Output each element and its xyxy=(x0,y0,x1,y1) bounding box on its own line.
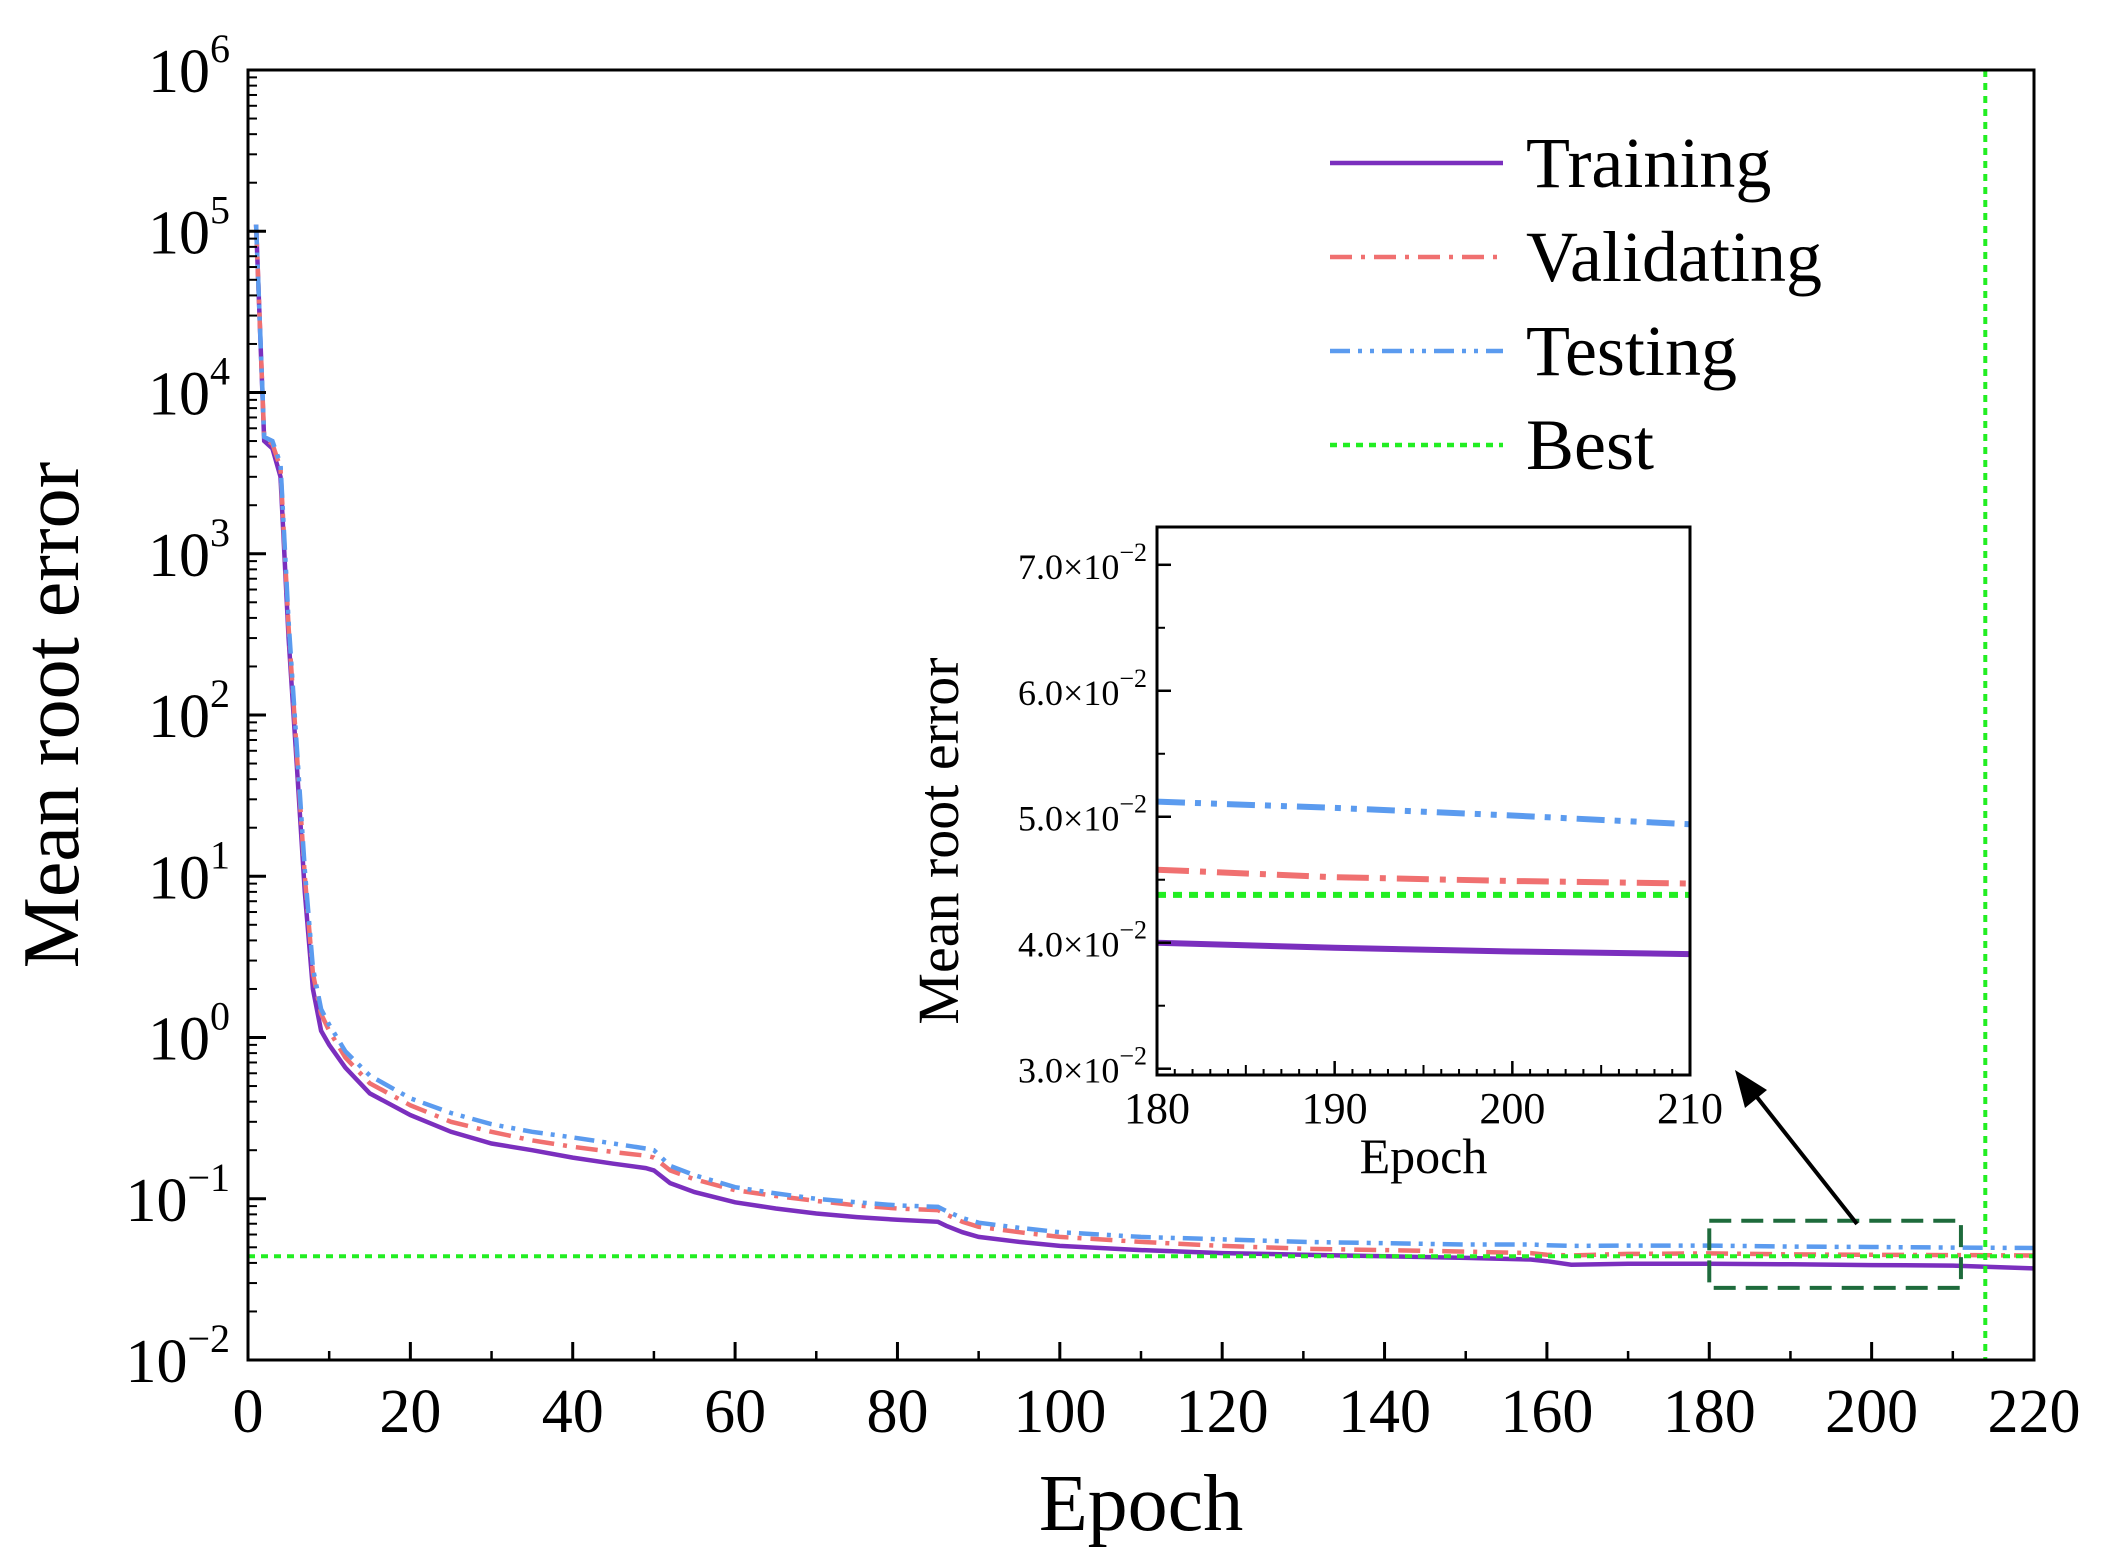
y-tick-label: 103 xyxy=(148,510,230,590)
inset-x-tick-label: 180 xyxy=(1124,1084,1190,1133)
inset-axes: 180 190 200 210 3.0×10−2 4.0×10−2 5.0×10−2 6.0×… xyxy=(906,525,1723,1184)
inset-x-axis-title: Epoch xyxy=(1360,1128,1488,1184)
x-tick-label: 20 xyxy=(379,1378,441,1446)
x-tick-label: 200 xyxy=(1825,1378,1918,1446)
series-line-testing xyxy=(253,224,2034,1251)
inset-series-line-validating xyxy=(1157,866,1690,887)
inset-plot-area xyxy=(1157,798,1690,958)
y-tick-label: 102 xyxy=(148,671,230,751)
y-tick-label: 104 xyxy=(148,349,230,429)
zoom-arrow-shaft xyxy=(1743,1080,1859,1226)
legend-label-training: Training xyxy=(1526,123,1771,203)
y-tick-label: 105 xyxy=(148,187,230,267)
y-axis-title: Mean root error xyxy=(8,462,96,968)
y-tick-label: 100 xyxy=(148,994,230,1074)
legend-label-best: Best xyxy=(1526,405,1654,485)
inset-chart: 180 190 200 210 3.0×10−2 4.0×10−2 5.0×10−2 6.0×… xyxy=(906,525,1723,1184)
x-tick-label: 220 xyxy=(1988,1378,2081,1446)
series-line-training xyxy=(253,224,2034,1271)
inset-y-tick-label: 3.0×10−2 xyxy=(1018,1042,1147,1091)
inset-y-tick-label: 6.0×10−2 xyxy=(1018,664,1147,713)
inset-x-tick-label: 210 xyxy=(1657,1084,1723,1133)
x-tick-label: 40 xyxy=(542,1378,604,1446)
inset-y-tick-label: 5.0×10−2 xyxy=(1018,790,1147,839)
inset-background xyxy=(1157,527,1690,1075)
x-tick-label: 160 xyxy=(1500,1378,1593,1446)
zoom-region xyxy=(1707,1070,1963,1290)
x-tick-label: 100 xyxy=(1013,1378,1106,1446)
y-tick-label: 101 xyxy=(148,832,230,912)
y-tick-label: 10−2 xyxy=(125,1316,230,1396)
legend-label-testing: Testing xyxy=(1526,311,1737,391)
zoom-arrow-head xyxy=(1735,1070,1767,1108)
x-axis-title: Epoch xyxy=(1039,1460,1243,1548)
x-tick-label: 180 xyxy=(1663,1378,1756,1446)
inset-y-axis-title: Mean root error xyxy=(906,657,971,1024)
y-tick-label: 10−1 xyxy=(125,1155,230,1235)
x-tick-label: 120 xyxy=(1176,1378,1269,1446)
inset-x-tick-label: 190 xyxy=(1302,1084,1368,1133)
legend: Training Validating Testing Best xyxy=(1330,123,1822,485)
main-axes: 0 20 40 60 80 100 120 140 160 180 200 220 10−2 10−1 10… xyxy=(8,26,2081,1548)
main-plot-area xyxy=(248,70,2034,1360)
x-tick-label: 80 xyxy=(866,1378,928,1446)
x-tick-label: 140 xyxy=(1338,1378,1431,1446)
inset-y-tick-label: 7.0×10−2 xyxy=(1018,538,1147,587)
x-tick-label: 60 xyxy=(704,1378,766,1446)
y-tick-label: 106 xyxy=(148,26,230,106)
inset-y-tick-label: 4.0×10−2 xyxy=(1018,916,1147,965)
x-tick-label: 0 xyxy=(233,1378,264,1446)
inset-x-tick-label: 200 xyxy=(1479,1084,1545,1133)
legend-label-validating: Validating xyxy=(1526,217,1822,297)
series-line-validating xyxy=(253,224,2034,1258)
inset-series-line-testing xyxy=(1157,798,1690,828)
inset-series-line-training xyxy=(1157,939,1690,958)
